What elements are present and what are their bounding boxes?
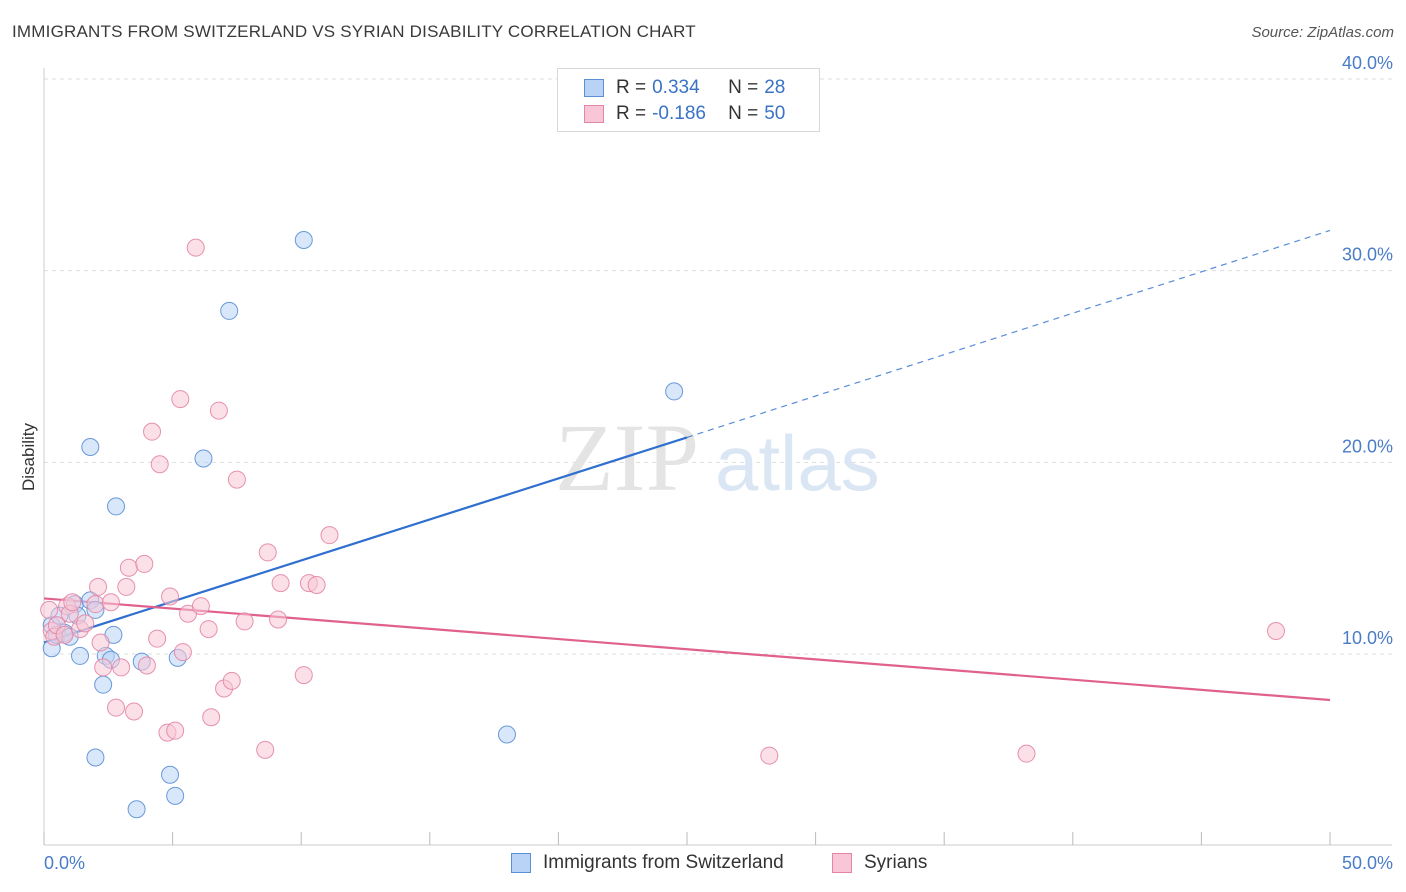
- syrians-point-41: [258, 543, 277, 562]
- syrians-point-50: [1266, 622, 1285, 640]
- legend-r-label: R =: [616, 103, 647, 124]
- legend-n-value: 50: [764, 103, 786, 124]
- legend-n-label: N =: [728, 103, 759, 124]
- y-tick-label-20: 20.0%: [1342, 436, 1393, 456]
- syrians-point-28: [171, 390, 190, 409]
- y-tick-labels: 10.0% 20.0% 30.0% 40.0%: [1342, 53, 1393, 648]
- series-legend-syrians[interactable]: Syrians: [832, 852, 927, 874]
- legend-n-label: N =: [728, 77, 759, 98]
- syrians-point-14: [101, 593, 120, 612]
- syrians-point-42: [269, 610, 288, 629]
- y-axis-label: Disability: [19, 422, 38, 491]
- syrians-point-16: [112, 658, 131, 677]
- series-legend-label: Immigrants from Switzerland: [543, 852, 784, 873]
- syrians-point-43: [271, 574, 290, 593]
- syrians-point-26: [161, 587, 180, 606]
- syrians-point-0: [40, 600, 59, 619]
- series-switzerland-points: [42, 231, 684, 819]
- syrians-point-37: [222, 671, 241, 690]
- switzerland-point-11: [86, 748, 105, 767]
- syrians-point-38: [227, 470, 246, 489]
- switzerland-point-27: [665, 382, 684, 401]
- legend-n-value: 28: [764, 77, 786, 98]
- syrians-point-49: [1017, 744, 1036, 763]
- syrians-point-39: [235, 612, 254, 631]
- switzerland-point-26: [497, 725, 516, 744]
- syrians-point-34: [202, 708, 221, 727]
- legend-row-switzerland: R = 0.334 N = 28: [584, 76, 785, 100]
- syrians-point-13: [94, 658, 113, 677]
- switzerland-point-17: [107, 497, 126, 516]
- syrians-point-27: [166, 721, 185, 740]
- legend-row-syrians: R = -0.186 N = 50: [584, 102, 785, 126]
- syrians-point-47: [320, 526, 339, 545]
- syrians-point-10: [86, 595, 105, 614]
- syrians-point-46: [307, 576, 326, 594]
- switzerland-point-18: [127, 800, 146, 819]
- switzerland-point-8: [71, 646, 90, 665]
- syrians-point-15: [107, 698, 126, 717]
- switzerland-point-24: [220, 301, 239, 320]
- series-legend-switzerland[interactable]: Immigrants from Switzerland: [511, 852, 784, 874]
- series-legend: Immigrants from Switzerland Syrians: [0, 852, 1406, 878]
- x-ticks: [43, 832, 1331, 845]
- syrians-point-33: [199, 620, 218, 639]
- trend-lines: [43, 229, 1331, 702]
- legend-r-value: 0.334: [652, 77, 700, 98]
- syrians-point-20: [135, 554, 154, 573]
- syrians-point-29: [173, 643, 192, 662]
- trend-line-switzerland-extension: [686, 229, 1331, 438]
- switzerland-point-23: [194, 449, 213, 468]
- syrians-point-31: [186, 238, 205, 257]
- syrians-point-11: [89, 577, 108, 596]
- syrians-point-19: [125, 702, 144, 721]
- syrians-point-9: [76, 614, 95, 633]
- switzerland-point-21: [166, 786, 185, 805]
- series-legend-swatch-switzerland: [511, 853, 531, 873]
- series-legend-label: Syrians: [864, 852, 928, 873]
- switzerland-point-25: [294, 231, 313, 249]
- syrians-point-32: [191, 597, 210, 616]
- syrians-point-40: [256, 740, 275, 759]
- switzerland-point-10: [81, 438, 100, 456]
- x-tick-label-0: 0.0%: [44, 853, 85, 873]
- legend-swatch-switzerland: [584, 79, 604, 97]
- syrians-point-48: [760, 746, 779, 765]
- syrians-point-44: [294, 666, 313, 685]
- y-tick-label-10: 10.0%: [1342, 628, 1393, 648]
- syrians-point-4: [55, 625, 74, 644]
- syrians-point-23: [148, 629, 167, 648]
- syrians-point-12: [91, 633, 110, 652]
- syrians-point-35: [209, 401, 228, 420]
- syrians-point-7: [63, 593, 82, 612]
- trend-line-switzerland: [43, 436, 688, 644]
- switzerland-point-13: [94, 675, 113, 694]
- chart-source: Source: ZipAtlas.com: [1251, 24, 1394, 41]
- syrians-point-24: [150, 455, 169, 474]
- x-tick-label-50: 50.0%: [1342, 853, 1393, 873]
- watermark-atlas: atlas: [715, 419, 880, 507]
- series-syrians-points: [40, 238, 1285, 765]
- y-tick-label-40: 40.0%: [1342, 53, 1393, 73]
- gridlines: [44, 78, 1392, 655]
- legend-r-label: R =: [616, 77, 647, 98]
- y-tick-label-30: 30.0%: [1342, 245, 1393, 265]
- syrians-point-17: [117, 577, 136, 596]
- legend-r-value: -0.186: [652, 103, 706, 124]
- series-legend-swatch-syrians: [832, 853, 852, 873]
- legend-swatch-syrians: [584, 105, 604, 123]
- syrians-point-22: [143, 422, 162, 441]
- syrians-point-21: [137, 656, 156, 675]
- watermark: ZIP atlas: [555, 404, 880, 511]
- correlation-legend: R = 0.334 N = 28 R = -0.186 N = 50: [557, 68, 820, 132]
- syrians-point-18: [119, 558, 138, 577]
- switzerland-point-20: [161, 765, 180, 784]
- trend-line-syrians: [43, 597, 1331, 702]
- chart-title: IMMIGRANTS FROM SWITZERLAND VS SYRIAN DI…: [12, 22, 696, 41]
- axes: [43, 68, 1392, 846]
